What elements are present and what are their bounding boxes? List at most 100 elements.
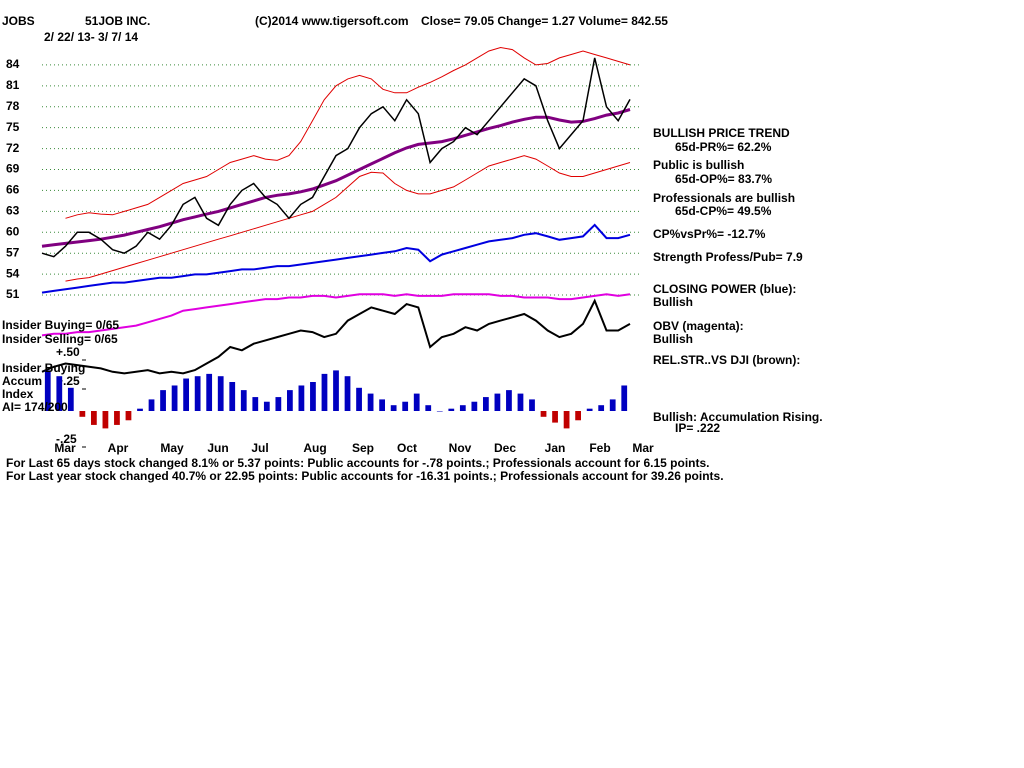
accum-bar [459, 405, 466, 411]
footer-note: For Last 65 days stock changed 8.1% or 5… [6, 456, 710, 470]
indicator-note: Bullish: Accumulation Rising. [653, 410, 823, 424]
footer-note: For Last year stock changed 40.7% or 22.… [6, 469, 724, 483]
accum-bar [552, 411, 558, 423]
x-tick-label: May [160, 441, 184, 455]
accum-bar [102, 411, 109, 429]
accum-bar [471, 401, 478, 411]
insider-note: Insider Buying [2, 361, 85, 375]
accum-bar [67, 387, 74, 411]
x-tick-label: Sep [352, 441, 374, 455]
series-line [41, 57, 631, 258]
accum-bar [206, 373, 213, 411]
accum-bar [56, 376, 63, 411]
y-tick-label: 69 [6, 162, 20, 176]
series-line [41, 223, 631, 294]
accum-bar [125, 411, 132, 421]
source: (C)2014 www.tigersoft.com [255, 14, 409, 28]
y-tick-label: 54 [6, 266, 20, 280]
indicator-note: Strength Profess/Pub= 7.9 [653, 250, 803, 264]
indicator-note: IP= .222 [675, 421, 720, 435]
accum-bar [217, 376, 224, 411]
quote: Close= 79.05 Change= 1.27 Volume= 842.55 [421, 14, 668, 28]
indicator-note: Bullish [653, 295, 693, 309]
date-range: 2/ 22/ 13- 3/ 7/ 14 [44, 30, 138, 44]
accum-bar [275, 397, 282, 411]
accum-bar [390, 405, 397, 411]
x-tick-label: Jan [545, 441, 566, 455]
accum-bar [344, 376, 351, 411]
accum-bar [321, 373, 328, 411]
accum-bar [586, 408, 593, 411]
x-tick-label: Aug [303, 441, 326, 455]
series-line [41, 108, 631, 248]
accum-bar [148, 399, 155, 411]
accum-bar [494, 393, 501, 411]
accum-bar [252, 397, 259, 411]
x-tick-label: Nov [449, 441, 472, 455]
indicator-note: CP%vsPr%= -12.7% [653, 227, 766, 241]
y-tick-label: 60 [6, 224, 20, 238]
indicator-note: OBV (magenta): [653, 319, 744, 333]
accum-bar [413, 393, 420, 411]
x-tick-label: Jun [207, 441, 228, 455]
accum-bar [425, 405, 432, 411]
indicator-note: CLOSING POWER (blue): [653, 282, 796, 296]
accum-bar [356, 387, 362, 411]
series-line [41, 298, 631, 375]
y-tick-label: 63 [6, 204, 20, 218]
accum-bar [575, 411, 581, 421]
indicator-note: Bullish [653, 332, 693, 346]
insider-note: AI= 174/200 [2, 400, 68, 414]
insider-note: Index [2, 387, 34, 401]
indicator-note: BULLISH PRICE TREND [653, 126, 790, 140]
series-line [65, 46, 631, 219]
accum-bar [298, 385, 305, 411]
accum-bar [183, 378, 189, 411]
accum-bar [621, 385, 628, 411]
x-tick-label: Dec [494, 441, 516, 455]
accum-bar [44, 370, 51, 411]
indicator-note: 65d-PR%= 62.2% [675, 140, 772, 154]
accum-bar [436, 411, 443, 412]
accum-bar [540, 411, 547, 417]
x-tick-label: Mar [632, 441, 654, 455]
y-tick-label: 72 [6, 141, 20, 155]
ticker: JOBS [2, 14, 35, 28]
y-tick-label: 57 [6, 245, 20, 259]
indicator-note: REL.STR..VS DJI (brown): [653, 353, 800, 367]
x-tick-label: Jul [251, 441, 268, 455]
series-line [65, 155, 631, 282]
y-tick-label: 78 [6, 99, 20, 113]
insider-note: Accum [2, 374, 42, 388]
accum-bar [563, 411, 570, 429]
series-line [41, 293, 631, 337]
indicator-note: Public is bullish [653, 158, 744, 172]
accum-bar [194, 376, 201, 411]
accum-bar [367, 393, 374, 411]
insider-note: Insider Buying= 0/65 [2, 318, 119, 332]
accum-bar [79, 411, 86, 417]
indicator-note: 65d-OP%= 83.7% [675, 172, 772, 186]
x-tick-label: Apr [108, 441, 129, 455]
accum-bar [529, 399, 535, 411]
y-tick-label: 84 [6, 57, 20, 71]
accum-bar [598, 405, 605, 411]
x-tick-label: Feb [589, 441, 610, 455]
insider-note: Insider Selling= 0/65 [2, 332, 118, 346]
accum-bar [240, 390, 247, 411]
x-tick-label: Oct [397, 441, 417, 455]
accum-bar [448, 408, 455, 411]
accum-bar [137, 408, 143, 411]
accum-bar [263, 401, 270, 411]
accum-bar [517, 393, 524, 411]
y-tick-label: -.25 [56, 432, 77, 446]
accum-bar [333, 370, 339, 411]
accum-bar [114, 411, 120, 425]
y-tick-label: 66 [6, 183, 20, 197]
y-tick-label: +.50 [56, 345, 80, 359]
accum-bar [483, 397, 489, 411]
y-tick-label: 75 [6, 120, 20, 134]
accum-bar [287, 390, 293, 411]
accum-bar [171, 385, 178, 411]
